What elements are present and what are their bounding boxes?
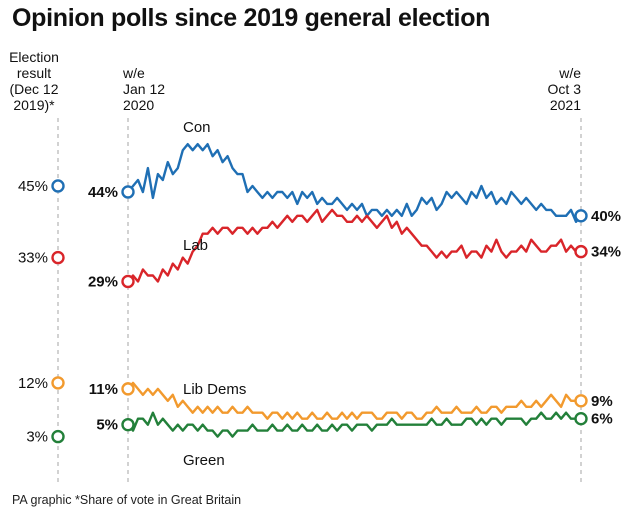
start-label-libdem: 11% xyxy=(89,381,118,398)
footer-note: PA graphic *Share of vote in Great Brita… xyxy=(12,493,242,507)
election-marker-con xyxy=(51,179,65,193)
election-marker-green xyxy=(51,429,65,444)
series-name-green: Green xyxy=(183,452,225,469)
end-marker-lab xyxy=(574,244,588,259)
election-marker-lab xyxy=(51,250,65,265)
start-marker-con xyxy=(121,185,135,199)
end-date-header: w/e Oct 3 2021 xyxy=(548,65,582,113)
end-header-line: w/e xyxy=(558,65,581,81)
election-label-green: 3% xyxy=(26,429,48,446)
start-date-header: w/e Jan 12 2020 xyxy=(122,65,165,113)
series-name-libdem: Lib Dems xyxy=(183,381,246,398)
end-label-lab: 34% xyxy=(591,244,621,261)
election-header: Election result (Dec 12 2019)* xyxy=(9,49,59,113)
start-marker-green xyxy=(121,417,135,432)
start-header-line: Jan 12 xyxy=(123,81,165,97)
series-line-con xyxy=(127,142,582,224)
series-line-lab xyxy=(127,208,581,283)
start-marker-libdem xyxy=(121,382,135,396)
end-label-libdem: 9% xyxy=(591,393,613,410)
election-header-line: (Dec 12 xyxy=(9,81,58,97)
value-labels: 44% 40% 29% 34% 11% 9% 5% 6% xyxy=(88,184,621,434)
start-label-con: 44% xyxy=(88,184,118,201)
end-marker-libdem xyxy=(574,394,588,408)
election-label-con: 45% xyxy=(18,178,48,195)
series-line-green xyxy=(127,411,581,438)
end-label-green: 6% xyxy=(591,411,613,428)
election-header-line: Election xyxy=(9,49,59,65)
series-name-con: Con xyxy=(183,119,211,136)
end-header-line: Oct 3 xyxy=(548,81,582,97)
series-name-lab: Lab xyxy=(183,237,208,254)
election-header-line: result xyxy=(17,65,51,81)
end-label-con: 40% xyxy=(591,208,621,225)
election-result-markers: 45% 33% 12% 3% xyxy=(18,178,65,446)
series-line-libdem xyxy=(127,381,581,420)
election-marker-libdem xyxy=(51,376,65,390)
election-label-lab: 33% xyxy=(18,250,48,267)
page-title: Opinion polls since 2019 general electio… xyxy=(12,4,491,32)
end-header-line: 2021 xyxy=(550,97,581,113)
start-label-green: 5% xyxy=(96,417,118,434)
start-label-lab: 29% xyxy=(88,273,118,290)
start-header-line: w/e xyxy=(122,65,145,81)
start-header-line: 2020 xyxy=(123,97,154,113)
end-marker-green xyxy=(574,411,588,426)
end-marker-con xyxy=(574,209,588,223)
election-header-line: 2019)* xyxy=(13,97,55,113)
election-label-libdem: 12% xyxy=(18,375,48,392)
series-layer xyxy=(121,142,588,438)
start-marker-lab xyxy=(121,274,135,289)
